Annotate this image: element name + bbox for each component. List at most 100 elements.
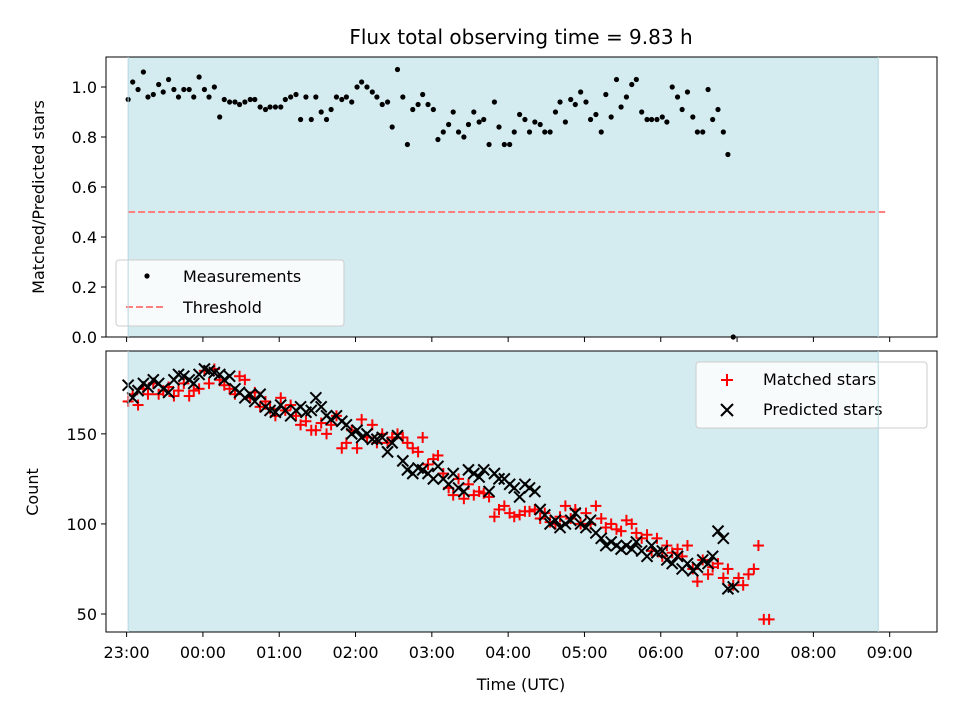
predicted-star-point [584,514,597,527]
predicted-star-point [452,481,465,495]
y-tick-label: 0.8 [72,128,97,147]
measurement-point [308,116,314,123]
measurement-point [598,129,604,135]
predicted-star-point [223,370,236,383]
measurement-point [526,129,533,135]
measurement-point [364,84,370,90]
bottom-legend-box [695,361,928,429]
predicted-star-point [604,535,618,549]
predicted-star-point [482,485,496,498]
y-tick-label: 100 [66,515,97,534]
matched-star-point [702,568,714,580]
x-tick-label: 23:00 [104,643,150,662]
predicted-star-point [462,463,475,477]
measurement-point [461,134,467,140]
measurement-point [328,106,334,113]
measurement-point [354,84,360,90]
predicted-star-point [467,467,481,480]
predicted-star-point [543,517,557,531]
measurement-point [201,86,208,93]
measurement-point [303,94,309,100]
matched-star-point [508,511,520,523]
measurement-point [242,99,248,105]
matched-star-point [188,385,200,397]
predicted-star-point [620,539,633,552]
predicted-star-point [656,544,669,558]
measurement-point [710,116,716,123]
predicted-star-point [553,521,567,534]
matched-star-point [529,504,541,516]
predicted-star-point [340,418,353,432]
predicted-star-point [401,463,414,477]
measurement-point [181,86,187,93]
measurement-point [410,106,416,113]
measurement-point [725,151,731,158]
legend-predicted-label: Predicted stars [763,400,883,419]
predicted-star-point [706,550,719,563]
measurement-point [135,86,141,93]
predicted-star-point [630,535,643,549]
predicted-star-point [625,542,638,556]
predicted-star-point [248,395,262,408]
y-tick-label: 1.0 [72,78,97,97]
measurement-point [186,86,192,93]
measurement-point [369,89,375,95]
matched-star-point [524,505,536,517]
measurement-point [496,124,502,130]
measurement-point [430,106,436,113]
measurement-point [578,89,584,95]
bottom-y-axis: 50 100 150 [66,425,106,624]
matched-star-point [626,518,638,530]
y-tick-label: 50 [77,605,97,624]
y-tick-label: 0.6 [72,178,97,197]
matched-star-point [132,399,144,411]
predicted-star-point [381,445,394,459]
measurement-point [644,116,650,123]
predicted-star-point [238,391,252,405]
measurement-point [359,79,365,85]
measurement-point [272,104,279,110]
measurement-point [130,79,136,85]
measurement-point [206,94,212,100]
x-tick-label: 00:00 [180,643,226,662]
measurement-point [690,114,696,120]
measurement-point [293,91,299,98]
measurement-point [415,101,421,108]
predicted-star-point [177,370,191,383]
measurement-point [446,121,452,128]
measurement-point [420,91,426,98]
predicted-star-point [477,463,490,477]
matched-star-point [691,576,703,588]
matched-star-point [681,540,693,552]
top-panel: 0.0 0.2 0.4 0.6 0.8 1.0 Matched/Predicted sta… [29,56,938,347]
measurement-point [603,91,609,98]
measurement-point [557,99,563,105]
measurement-point [278,104,284,110]
measurement-point [572,101,578,108]
measurement-point [384,99,391,105]
measurement-point [552,109,559,115]
x-tick-label: 05:00 [561,643,607,662]
matched-star-point [722,563,734,575]
measurement-point [471,109,477,115]
matched-star-point [142,388,154,400]
bottom-x-axis: 23:00 00:00 01:00 02:00 03:00 04:00 05:00 06:00… [104,632,913,662]
matched-star-point [615,525,627,537]
matched-star-point [447,489,459,501]
measurement-point [629,81,635,88]
predicted-star-point [305,404,318,417]
matched-star-point [630,527,642,539]
predicted-star-point [671,550,684,563]
predicted-stars-points [121,362,740,595]
predicted-star-point [472,470,486,484]
matched-star-point [239,374,251,386]
measurement-point [522,116,528,123]
matched-star-point [300,415,312,427]
measurement-point [297,116,304,123]
measurement-point [516,111,523,118]
predicted-star-point [559,517,572,531]
measurement-point [262,106,269,113]
x-tick-label: 03:00 [409,643,455,662]
predicted-star-point [141,380,155,394]
top-y-axis-label: Matched/Predicted stars [29,100,48,294]
